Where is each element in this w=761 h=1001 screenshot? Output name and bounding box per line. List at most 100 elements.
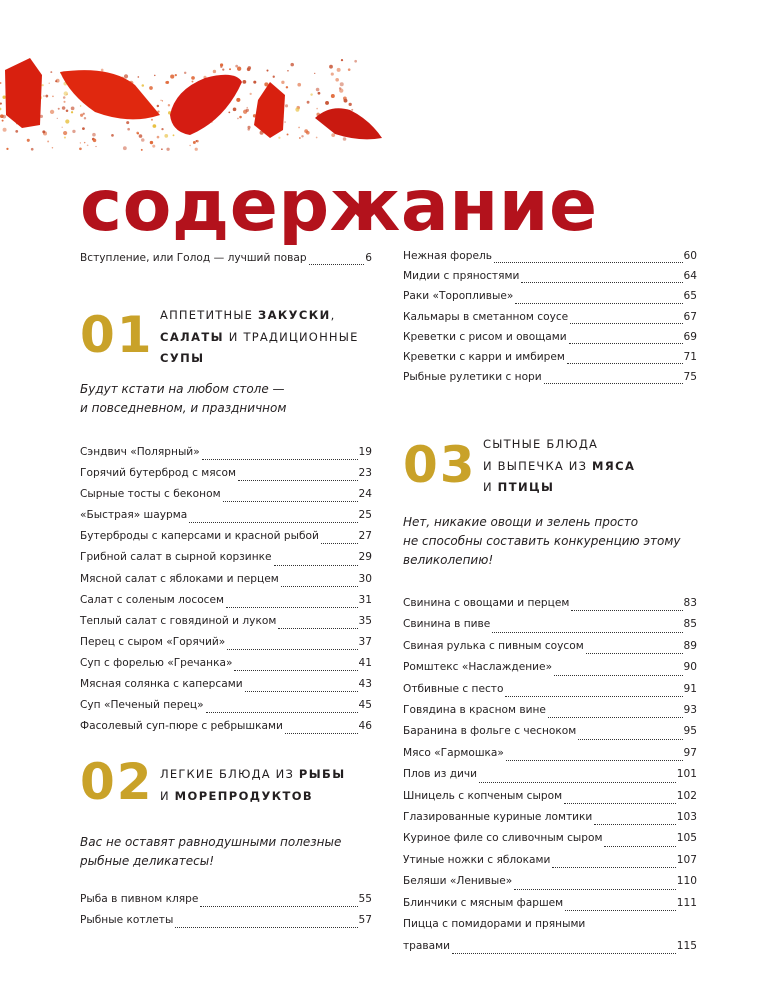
toc-entry[interactable]: Баранина в фольге с чесноком 95 [403, 721, 697, 742]
pepper-flake [285, 86, 289, 89]
entry-title: Перец с сыром «Горячий» [80, 635, 226, 648]
toc-entry[interactable]: Куриное филе со сливочным сыром 105 [403, 828, 697, 849]
toc-entry[interactable]: Бутерброды с каперсами и красной рыбой 27 [80, 526, 372, 547]
heading-line: Аппетитные закуски, [160, 305, 359, 327]
entry-page: 97 [683, 746, 697, 759]
pepper-flake [174, 73, 177, 77]
pepper-flake [92, 138, 97, 143]
dot-leader [505, 696, 683, 698]
toc-entry[interactable]: Перец с сыром «Горячий» 37 [80, 632, 372, 653]
toc-entry[interactable]: Свинина в пиве 85 [403, 614, 697, 635]
toc-entry[interactable]: Горячий бутерброд с мясом 23 [80, 463, 372, 484]
toc-entry[interactable]: Говядина в красном вине 93 [403, 700, 697, 721]
pepper-flake [161, 127, 164, 131]
section-heading: Легкие блюда из рыбы и морепродуктов [160, 764, 346, 807]
pepper-flake [43, 95, 45, 97]
pepper-flake [329, 64, 333, 69]
pepper-flake [266, 69, 269, 72]
toc-entry[interactable]: травами 115 [403, 936, 697, 957]
toc-entry-line[interactable]: Пицца с помидорами и пряными [403, 914, 697, 935]
toc-entry[interactable]: Свиная рулька с пивным соусом 89 [403, 636, 697, 657]
entry-title: Раки «Торопливые» [403, 290, 514, 303]
toc-entry[interactable]: Грибной салат в сырной корзинке 29 [80, 547, 372, 568]
toc-entry[interactable]: Мясная солянка с каперсами 43 [80, 674, 372, 695]
toc-entry[interactable]: Фасолевый суп-пюре с ребрышками 46 [80, 716, 372, 737]
section-number: 01 [80, 306, 154, 364]
subtitle-line: великолепию! [403, 553, 494, 567]
entry-title: Креветки с рисом и овощами [403, 330, 567, 343]
pepper-flake [137, 76, 140, 78]
entry-title: Фасолевый суп-пюре с ребрышками [80, 720, 283, 733]
entry-title: Теплый салат с говядиной и луком [80, 614, 277, 627]
pepper-flake [330, 72, 334, 76]
entry-title: Глазированные куриные ломтики [403, 811, 593, 824]
entry-title: Свиная рулька с пивным соусом [403, 639, 584, 652]
entry-title: Мясной салат с яблоками и перцем [80, 572, 279, 585]
dot-leader [568, 343, 683, 345]
entry-title: Блинчики с мясным фаршем [403, 896, 564, 909]
entry-title: Куриное филе со сливочным сыром [403, 832, 603, 845]
pepper-flake [315, 136, 318, 139]
toc-entry[interactable]: Мидии с пряностями 64 [403, 266, 697, 286]
toc-entry[interactable]: Мясной салат с яблоками и перцем 30 [80, 569, 372, 590]
pepper-flake [92, 132, 96, 137]
toc-intro: Вступление, или Голод — лучший повар 6 [80, 248, 372, 268]
toc-entry[interactable]: Блинчики с мясным фаршем 111 [403, 893, 697, 914]
entry-title: Беляши «Ленивые» [403, 875, 513, 888]
toc-entry[interactable]: Глазированные куриные ломтики 103 [403, 807, 697, 828]
dot-leader [547, 717, 683, 719]
pepper-flake [83, 141, 86, 144]
toc-entry[interactable]: Креветки с карри и имбирем 71 [403, 347, 697, 367]
toc-entry[interactable]: Рыбные рулетики с нори 75 [403, 367, 697, 387]
toc-entry[interactable]: Шницель с копченым сыром 102 [403, 786, 697, 807]
entry-title: Мидии с пряностями [403, 270, 520, 283]
toc-entry[interactable]: Суп «Печеный перец» 45 [80, 695, 372, 716]
toc-entry[interactable]: Сырные тосты с беконом 24 [80, 484, 372, 505]
entry-page: 25 [358, 509, 372, 522]
toc-entry[interactable]: Суп с форелью «Гречанка» 41 [80, 653, 372, 674]
pepper-flake [152, 144, 156, 148]
pepper-slice [254, 82, 285, 138]
pepper-flake [290, 62, 294, 67]
toc-entry[interactable]: Вступление, или Голод — лучший повар 6 [80, 248, 372, 268]
entry-title: Отбивные с песто [403, 682, 504, 695]
toc-entry[interactable]: Утиные ножки с яблоками 107 [403, 850, 697, 871]
toc-entry[interactable]: Креветки с рисом и овощами 69 [403, 327, 697, 347]
entry-page: 91 [683, 682, 697, 695]
pepper-flake [2, 95, 6, 99]
pepper-flake [228, 111, 231, 114]
pepper-slice [170, 74, 242, 135]
entry-page: 103 [676, 811, 697, 824]
toc-entry[interactable]: Сэндвич «Полярный» 19 [80, 442, 372, 463]
toc-entry[interactable]: Ромштекс «Наслаждение» 90 [403, 657, 697, 678]
pepper-flake [62, 96, 66, 99]
pepper-flake [354, 59, 357, 63]
toc-entry[interactable]: Кальмары в сметанном соусе 67 [403, 307, 697, 327]
pepper-flake [314, 72, 316, 74]
pepper-flake [56, 117, 58, 120]
toc-entry[interactable]: Раки «Торопливые» 65 [403, 286, 697, 306]
pepper-flake [348, 102, 352, 107]
pepper-flake [317, 91, 321, 95]
toc-entry[interactable]: Нежная форель 60 [403, 246, 697, 266]
dot-leader [234, 670, 358, 672]
toc-entry[interactable]: Отбивные с песто 91 [403, 679, 697, 700]
toc-entry[interactable]: Беляши «Ленивые» 110 [403, 871, 697, 892]
toc-entry[interactable]: Свинина с овощами и перцем 83 [403, 593, 697, 614]
entry-page: 83 [683, 597, 697, 609]
toc-entry[interactable]: Рыба в пивном кляре 55 [80, 889, 372, 910]
pepper-flake [232, 107, 237, 112]
entry-page: 64 [683, 270, 697, 283]
section-heading: Аппетитные закуски, салаты и традиционные… [160, 305, 359, 370]
entry-page: 43 [358, 678, 372, 691]
toc-entry[interactable]: Мясо «Гармошка» 97 [403, 743, 697, 764]
entry-title: травами [403, 939, 450, 952]
toc-entry[interactable]: Рыбные котлеты 57 [80, 910, 372, 931]
entry-title: Салат с соленым лососем [80, 593, 225, 606]
toc-entry[interactable]: Салат с соленым лососем 31 [80, 590, 372, 611]
toc-entry[interactable]: «Быстрая» шаурма 25 [80, 505, 372, 526]
toc-entry[interactable]: Плов из дичи 101 [403, 764, 697, 785]
pepper-flake [284, 121, 286, 123]
pepper-flake [79, 147, 82, 151]
toc-entry[interactable]: Теплый салат с говядиной и луком 35 [80, 611, 372, 632]
